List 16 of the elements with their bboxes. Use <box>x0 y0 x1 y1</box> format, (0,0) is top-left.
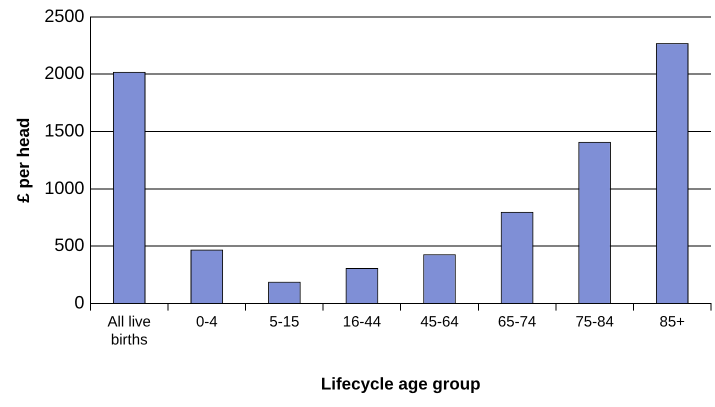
y-tick-label: 1000 <box>44 178 84 198</box>
x-tick-label: 65-74 <box>498 314 536 331</box>
x-tick-label: 75-84 <box>575 314 614 331</box>
y-tick-label: 2500 <box>44 6 84 26</box>
y-tick-label: 500 <box>54 235 84 256</box>
y-tick-label: 1500 <box>44 120 84 140</box>
y-tick-label: 2000 <box>44 63 84 84</box>
x-axis-title: Lifecycle age group <box>320 374 481 394</box>
x-tick-label: 5-15 <box>269 314 300 331</box>
y-axis-title: £ per head <box>14 118 33 203</box>
x-tick-label: 45-64 <box>420 314 459 331</box>
y-tick-label: 0 <box>74 292 84 313</box>
x-tick-label: 16-44 <box>342 314 382 331</box>
x-tick-label: 0-4 <box>196 314 218 331</box>
x-tick-label: All live births <box>108 314 151 349</box>
x-tick-label: 85+ <box>659 314 686 331</box>
